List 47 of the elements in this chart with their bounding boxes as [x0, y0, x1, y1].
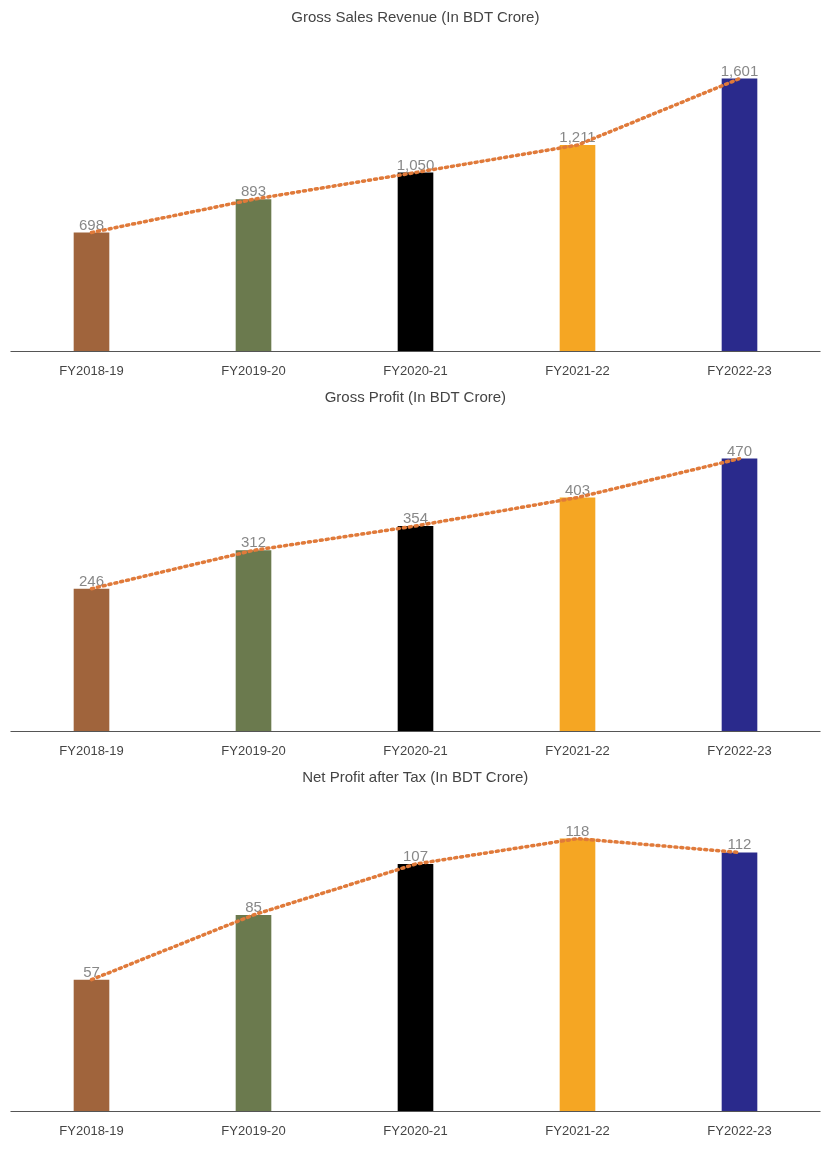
x-tick-label: FY2019-20: [221, 362, 286, 378]
data-label: 1,050: [396, 155, 435, 173]
bar: [559, 145, 596, 352]
data-label: 57: [83, 962, 100, 980]
x-tick-label: FY2020-21: [383, 1122, 448, 1138]
data-label: 118: [565, 821, 590, 839]
x-tick-label: FY2019-20: [221, 742, 286, 758]
data-label: 107: [402, 847, 429, 865]
data-label: 893: [240, 182, 267, 200]
bar: [721, 78, 758, 352]
x-tick-label: FY2021-22: [545, 742, 610, 758]
chart-title: Gross Profit (In BDT Crore): [324, 387, 507, 405]
bar: [721, 458, 758, 732]
x-tick-label: FY2022-23: [707, 1122, 772, 1138]
data-label: 85: [245, 897, 262, 915]
bar: [73, 588, 110, 732]
x-tick-label: FY2021-22: [545, 1122, 610, 1138]
data-label: 112: [727, 835, 752, 853]
x-tick-label: FY2020-21: [383, 362, 448, 378]
bar: [397, 525, 434, 732]
x-tick-label: FY2021-22: [545, 362, 610, 378]
x-tick-label: FY2018-19: [59, 362, 124, 378]
bar: [235, 914, 272, 1112]
bar: [235, 550, 272, 732]
bar: [235, 199, 272, 352]
x-tick-label: FY2018-19: [59, 1122, 124, 1138]
data-label: 312: [240, 533, 267, 551]
bar: [73, 232, 110, 352]
data-label: 470: [726, 441, 753, 459]
bar: [397, 172, 434, 352]
x-tick-label: FY2022-23: [707, 742, 772, 758]
bar: [559, 838, 596, 1112]
data-label: 354: [402, 508, 429, 526]
data-label: 403: [564, 480, 591, 498]
x-tick-label: FY2022-23: [707, 362, 772, 378]
bar: [559, 497, 596, 732]
data-label: 246: [78, 571, 105, 589]
x-tick-label: FY2018-19: [59, 742, 124, 758]
x-tick-label: FY2019-20: [221, 1122, 286, 1138]
data-label: 1,601: [720, 61, 759, 79]
x-tick-label: FY2020-21: [383, 742, 448, 758]
bar: [397, 864, 434, 1112]
data-label: 698: [78, 215, 105, 233]
chart-title: Gross Sales Revenue (In BDT Crore): [291, 7, 540, 25]
chart-title: Net Profit after Tax (In BDT Crore): [302, 767, 529, 785]
bar: [73, 979, 110, 1112]
bar: [721, 852, 758, 1112]
